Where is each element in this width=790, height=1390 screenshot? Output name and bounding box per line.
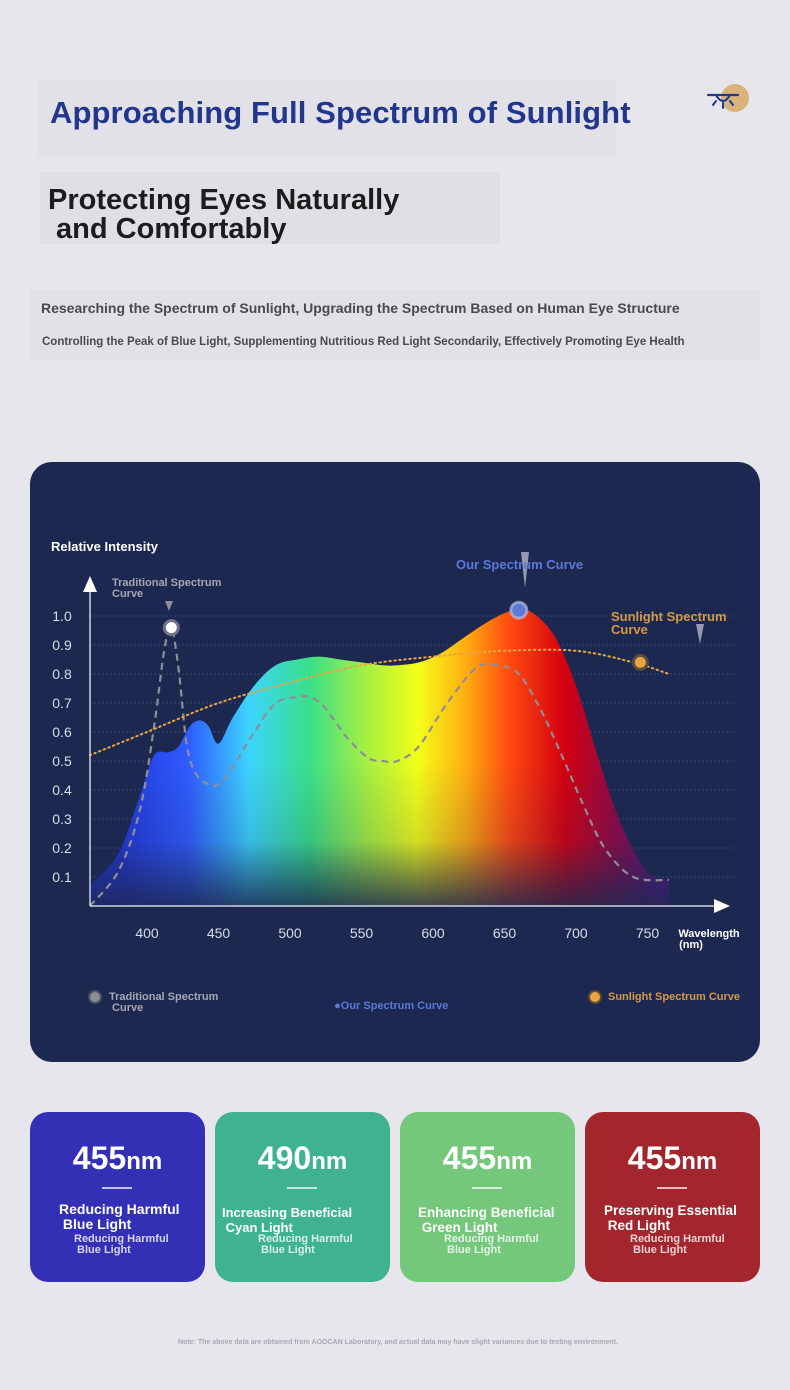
- card-wavelength: 490nm: [257, 1140, 348, 1176]
- traditional-pointer-icon: [165, 601, 173, 611]
- sunlight-spectrum-marker: [631, 653, 649, 671]
- x-axis-label-unit: (nm): [679, 939, 703, 951]
- description-line-1: Researching the Spectrum of Sunlight, Up…: [41, 300, 680, 316]
- legend-traditional: Traditional Spectrum Curve: [88, 990, 218, 1023]
- card-label: Preserving Essential Red Light: [604, 1203, 737, 1233]
- legend-sunlight-marker: [588, 990, 602, 1004]
- x-tick-label: 650: [493, 925, 517, 941]
- sunlight-spectrum-annotation: Sunlight Spectrum: [611, 609, 727, 624]
- x-axis-arrow: [714, 899, 730, 913]
- legend-traditional-label: Traditional Spectrum Curve: [109, 991, 219, 1014]
- our-pointer-icon: [521, 552, 529, 588]
- subtitle-banner: Protecting Eyes Naturally and Comfortabl…: [40, 172, 500, 244]
- card-455-red: 455nm Preserving Essential Red Light Red…: [585, 1112, 760, 1282]
- traditional-spectrum-annotation: Traditional Spectrum: [112, 577, 222, 589]
- x-tick-label: 450: [207, 925, 231, 941]
- card-455-green: 455nm Enhancing Beneficial Green Light R…: [400, 1112, 575, 1282]
- x-tick-label: 400: [135, 925, 159, 941]
- page-subtitle: Protecting Eyes Naturally and Comfortabl…: [48, 184, 400, 245]
- y-tick-label: 0.7: [52, 695, 72, 711]
- title-banner: Approaching Full Spectrum of Sunlight: [38, 80, 631, 156]
- legend-our-spectrum-label: ●Our Spectrum Curve: [334, 1000, 449, 1012]
- footnote: Note: The above data are obtained from A…: [178, 1339, 618, 1346]
- our-spectrum-annotation: Our Spectrum Curve: [456, 557, 583, 572]
- card-wavelength: 455nm: [72, 1140, 163, 1176]
- x-tick-label: 700: [564, 925, 588, 941]
- traditional-spectrum-annotation-line2: Curve: [112, 588, 143, 600]
- page-title: Approaching Full Spectrum of Sunlight: [50, 95, 631, 130]
- card-sublabel: Reducing Harmful Blue Light: [258, 1233, 353, 1256]
- y-tick-label: 0.6: [52, 724, 72, 740]
- legend-traditional-marker: [88, 990, 102, 1004]
- x-tick-label: 500: [278, 925, 302, 941]
- card-455-blue: 455nm Reducing Harmful Blue Light Reduci…: [30, 1112, 205, 1282]
- card-divider: [102, 1187, 132, 1189]
- y-tick-label: 0.9: [52, 637, 72, 653]
- sunlight-spectrum-line: [88, 648, 670, 757]
- our-spectrum-marker: [509, 600, 529, 620]
- sunlight-spectrum-annotation-line2: Curve: [611, 622, 648, 637]
- sunlight-pointer-icon: [696, 624, 704, 644]
- card-divider: [472, 1187, 502, 1189]
- card-label: Increasing Beneficial Cyan Light: [222, 1205, 353, 1235]
- description-block: Researching the Spectrum of Sunlight, Up…: [30, 290, 760, 360]
- card-wavelength: 455nm: [627, 1140, 718, 1176]
- card-sublabel: Reducing Harmful Blue Light: [444, 1233, 539, 1256]
- spectrum-chart: 1.0 0.9 0.8 0.7 0.6 0.5 0.4 0.3 0.2 0.1 400 450 500 5…: [51, 539, 740, 951]
- card-divider: [287, 1187, 317, 1189]
- y-axis-label: Relative Intensity: [51, 539, 159, 554]
- y-tick-label: 0.1: [52, 869, 72, 885]
- x-tick-label: 750: [636, 925, 660, 941]
- traditional-spectrum-line: [88, 625, 670, 907]
- card-sublabel: Reducing Harmful Blue Light: [74, 1233, 169, 1256]
- legend-sunlight-label: Sunlight Spectrum Curve: [608, 991, 741, 1003]
- card-label: Reducing Harmful Blue Light: [59, 1201, 180, 1232]
- our-spectrum-area-shade: [89, 609, 669, 906]
- card-490-cyan: 490nm Increasing Beneficial Cyan Light R…: [215, 1112, 390, 1282]
- y-tick-label: 0.2: [52, 840, 72, 856]
- card-divider: [657, 1187, 687, 1189]
- legend-sunlight: Sunlight Spectrum Curve: [588, 990, 740, 1023]
- y-tick-label: 0.4: [52, 782, 72, 798]
- legend-our-spectrum: ●Our Spectrum Curve: [328, 990, 448, 1012]
- description-line-2: Controlling the Peak of Blue Light, Supp…: [42, 336, 685, 348]
- y-tick-label: 0.8: [52, 666, 72, 682]
- y-tick-label: 0.3: [52, 811, 72, 827]
- traditional-spectrum-marker: [162, 619, 180, 637]
- x-tick-label: 600: [421, 925, 445, 941]
- card-label: Enhancing Beneficial Green Light: [418, 1205, 555, 1235]
- spectrum-chart-panel: 1.0 0.9 0.8 0.7 0.6 0.5 0.4 0.3 0.2 0.1 400 450 500 5…: [30, 462, 760, 1062]
- y-axis-arrow: [83, 576, 97, 592]
- x-tick-label: 550: [350, 925, 374, 941]
- y-tick-label: 0.5: [52, 753, 72, 769]
- card-wavelength: 455nm: [442, 1140, 533, 1176]
- sun-lamp-icon: [704, 82, 754, 116]
- x-axis-label: Wavelength: [678, 928, 740, 940]
- y-tick-label: 1.0: [52, 608, 72, 624]
- card-sublabel: Reducing Harmful Blue Light: [630, 1233, 725, 1256]
